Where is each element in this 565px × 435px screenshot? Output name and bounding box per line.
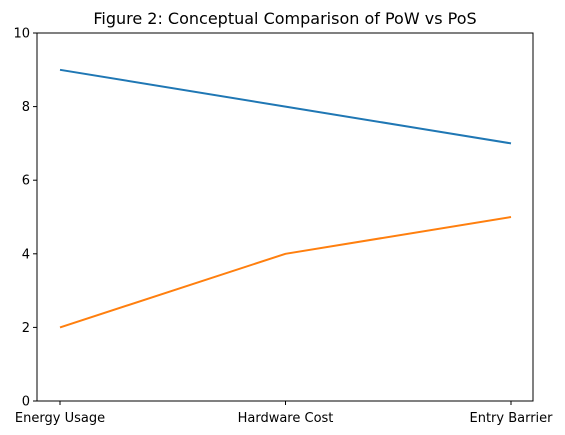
y-tick-label: 2 — [22, 321, 30, 336]
x-axis: Energy Usage Hardware Cost Entry Barrier — [15, 401, 553, 426]
y-tick-label: 10 — [13, 27, 30, 42]
y-tick-label: 0 — [22, 395, 30, 410]
y-tick-label: 8 — [22, 100, 30, 115]
plot-area-frame — [36, 32, 534, 402]
y-axis: 0 2 4 6 8 10 — [13, 27, 37, 410]
x-tick-label: Energy Usage — [15, 411, 105, 426]
chart-title: Figure 2: Conceptual Comparison of PoW v… — [93, 9, 476, 28]
y-tick-label: 4 — [22, 247, 30, 262]
series-layer — [59, 68, 512, 329]
series-line-1 — [59, 68, 512, 145]
y-tick-label: 6 — [22, 174, 30, 189]
series-line-2 — [59, 216, 512, 329]
x-tick-label: Entry Barrier — [469, 411, 553, 426]
x-tick-label: Hardware Cost — [238, 411, 334, 426]
